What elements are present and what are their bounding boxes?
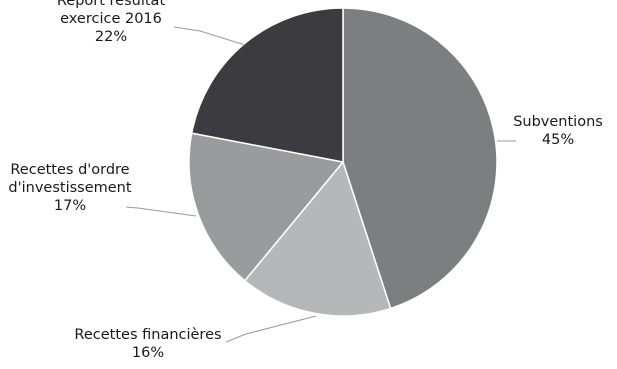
slice-label-1: Recettes financières 16% bbox=[74, 327, 221, 361]
pie-slices bbox=[188, 7, 498, 317]
leader-line-2 bbox=[125, 206, 197, 217]
slice-category-line: Report résultat bbox=[57, 0, 166, 9]
leader-line-3 bbox=[173, 26, 246, 46]
slice-labels: Subventions 45%Recettes financières 16%Rec… bbox=[8, 0, 602, 361]
slice-percent: 16% bbox=[132, 345, 164, 361]
pie-slice-0 bbox=[342, 7, 498, 310]
slice-category-line: exercice 2016 bbox=[60, 11, 162, 27]
slice-label-0: Subventions 45% bbox=[513, 114, 603, 148]
slice-label-3: Report résultat exercice 2016 22% bbox=[57, 0, 166, 45]
slice-category-line: d'investissement bbox=[8, 180, 131, 196]
slice-percent: 17% bbox=[54, 198, 86, 214]
pie-slice-2 bbox=[188, 132, 345, 282]
slice-percent: 22% bbox=[95, 29, 127, 45]
pie-slice-3 bbox=[190, 7, 344, 163]
slice-category-line: Subventions bbox=[513, 114, 603, 130]
leader-lines bbox=[125, 26, 516, 343]
slice-percent: 45% bbox=[542, 132, 574, 148]
pie-slice-1 bbox=[243, 160, 392, 317]
slice-category-line: Recettes financières bbox=[74, 327, 221, 343]
slice-category-line: Recettes d'ordre bbox=[10, 162, 129, 178]
leader-line-1 bbox=[225, 315, 317, 343]
slice-label-2: Recettes d'ordre d'investissement 17% bbox=[8, 162, 131, 214]
